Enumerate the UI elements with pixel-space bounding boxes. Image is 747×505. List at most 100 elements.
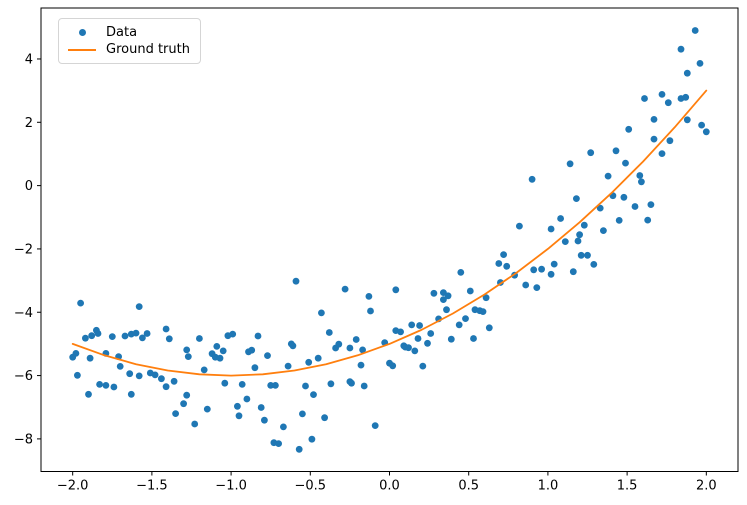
data-point bbox=[696, 60, 704, 67]
legend: Data Ground truth bbox=[58, 18, 201, 64]
data-point bbox=[243, 395, 251, 403]
x-tick-label: −1.0 bbox=[215, 479, 247, 494]
data-point bbox=[200, 366, 208, 374]
data-point bbox=[335, 340, 343, 348]
data-point bbox=[165, 335, 173, 343]
data-point bbox=[77, 299, 84, 307]
data-point bbox=[566, 160, 574, 168]
data-point bbox=[392, 286, 400, 294]
data-point bbox=[641, 95, 648, 102]
data-point bbox=[121, 332, 129, 340]
data-point bbox=[257, 404, 265, 411]
data-point bbox=[321, 414, 328, 422]
data-point bbox=[127, 390, 135, 398]
data-point bbox=[151, 371, 159, 379]
data-point bbox=[108, 333, 116, 340]
data-point bbox=[94, 330, 102, 337]
data-point bbox=[397, 328, 404, 336]
data-point bbox=[538, 265, 545, 273]
data-point bbox=[683, 116, 691, 124]
data-point bbox=[547, 270, 555, 278]
data-point bbox=[126, 370, 134, 378]
data-point bbox=[341, 285, 349, 293]
data-point bbox=[183, 391, 191, 399]
data-point bbox=[631, 203, 639, 210]
data-point bbox=[183, 346, 191, 354]
data-point bbox=[82, 334, 89, 342]
data-point bbox=[485, 324, 493, 332]
data-point bbox=[261, 416, 268, 424]
data-point bbox=[677, 45, 685, 53]
data-point bbox=[88, 332, 96, 340]
data-point bbox=[702, 128, 710, 136]
data-point bbox=[360, 382, 368, 390]
x-tick-label: 0.0 bbox=[379, 479, 400, 494]
y-tick-label: −2 bbox=[14, 242, 33, 257]
data-point bbox=[495, 260, 503, 267]
data-point bbox=[533, 284, 541, 291]
data-point bbox=[310, 391, 317, 398]
data-point bbox=[116, 363, 124, 370]
data-point bbox=[462, 315, 469, 322]
data-point bbox=[443, 306, 450, 314]
data-point bbox=[352, 336, 360, 343]
data-point bbox=[389, 362, 397, 370]
data-point bbox=[522, 281, 530, 289]
data-point bbox=[289, 342, 297, 350]
data-point bbox=[74, 371, 81, 379]
data-point bbox=[638, 178, 645, 186]
data-point bbox=[444, 292, 452, 300]
data-point bbox=[625, 125, 633, 133]
data-point bbox=[272, 382, 279, 389]
data-point bbox=[569, 268, 577, 276]
data-point bbox=[158, 375, 165, 383]
data-point bbox=[213, 343, 221, 350]
data-point bbox=[500, 251, 507, 258]
data-point bbox=[139, 334, 146, 342]
data-point bbox=[196, 335, 203, 342]
data-point bbox=[348, 379, 355, 387]
data-point bbox=[284, 362, 292, 370]
data-point bbox=[620, 193, 628, 201]
data-point bbox=[550, 260, 558, 268]
data-point bbox=[650, 116, 658, 123]
data-point bbox=[557, 215, 564, 222]
data-point bbox=[528, 175, 536, 183]
ground-truth-line-icon bbox=[67, 48, 97, 51]
data-point bbox=[162, 325, 170, 333]
data-point bbox=[216, 354, 224, 362]
data-point bbox=[248, 346, 256, 354]
data-point bbox=[615, 217, 623, 224]
y-tick-label: 4 bbox=[25, 52, 33, 67]
data-point bbox=[580, 221, 588, 229]
data-point bbox=[318, 309, 325, 317]
data-point bbox=[305, 358, 313, 366]
data-point bbox=[644, 216, 652, 224]
data-point bbox=[612, 147, 620, 155]
data-point bbox=[647, 201, 655, 209]
data-point bbox=[234, 402, 241, 410]
data-point bbox=[238, 381, 246, 388]
data-point bbox=[235, 412, 243, 420]
data-point bbox=[110, 383, 118, 391]
data-point bbox=[577, 251, 585, 259]
legend-label-data: Data bbox=[106, 25, 138, 40]
data-point bbox=[295, 445, 303, 453]
data-point bbox=[280, 423, 287, 431]
y-tick-label: −8 bbox=[14, 432, 33, 447]
data-point bbox=[135, 303, 143, 310]
legend-entry-data: Data bbox=[67, 24, 190, 41]
data-point bbox=[650, 135, 658, 143]
data-point bbox=[600, 227, 607, 235]
data-point bbox=[180, 400, 188, 408]
data-point bbox=[229, 330, 237, 338]
data-marker-icon bbox=[67, 29, 97, 36]
data-point bbox=[132, 329, 140, 337]
x-tick-label: 2.0 bbox=[696, 479, 717, 494]
data-point bbox=[102, 382, 110, 389]
data-point bbox=[371, 422, 379, 429]
data-point bbox=[516, 222, 523, 230]
data-point bbox=[184, 353, 192, 360]
data-point bbox=[367, 307, 374, 315]
